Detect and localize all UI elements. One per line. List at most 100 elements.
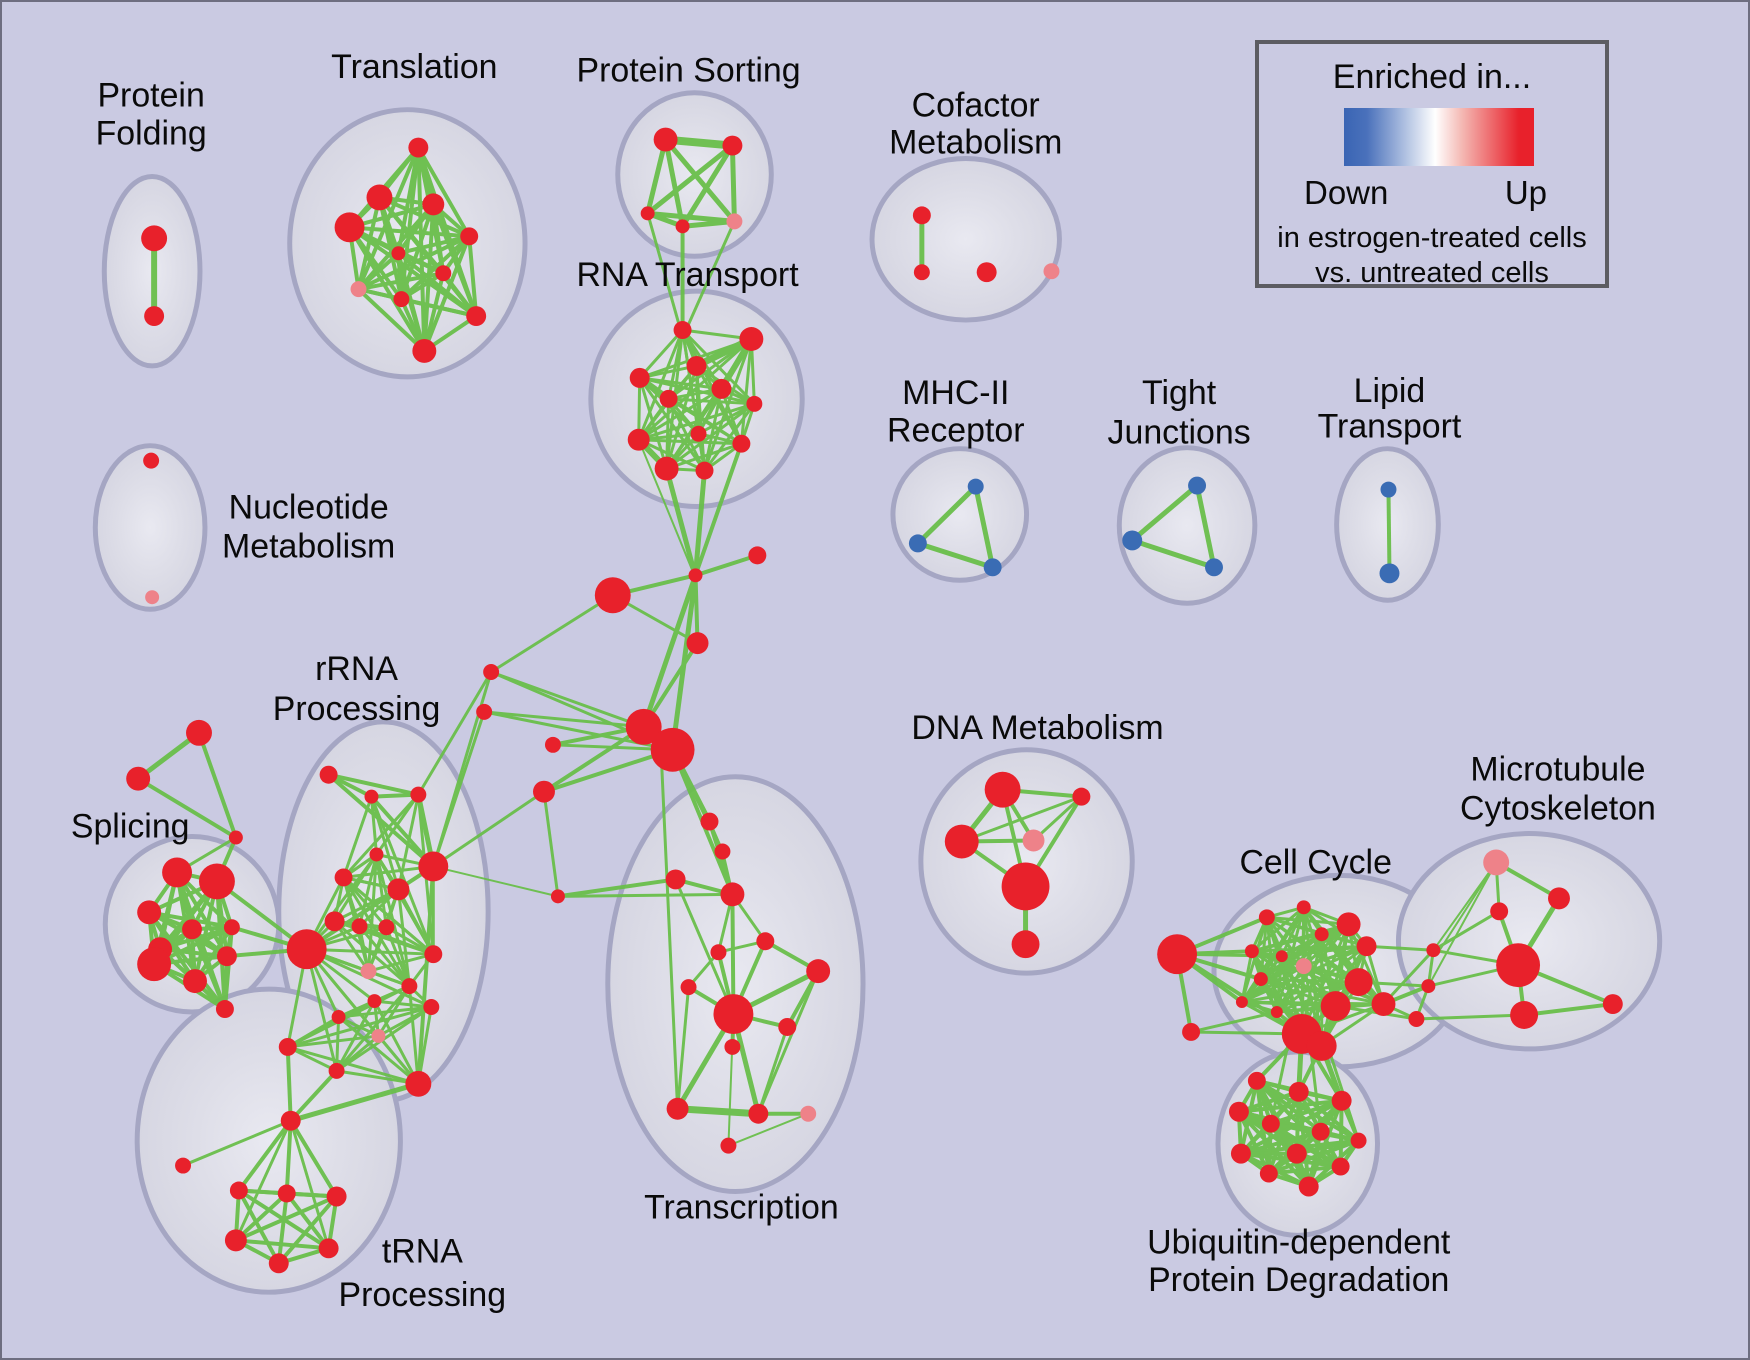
node-splicing — [216, 946, 237, 967]
node-cell-cycle — [1344, 968, 1373, 997]
node-protein-sorting — [726, 213, 743, 230]
node-tight-junctions — [1188, 476, 1207, 495]
node-cell-cycle — [1296, 900, 1311, 915]
node-trna-processing — [326, 1186, 347, 1207]
node-tight-junctions — [1205, 558, 1223, 577]
edge-central-hubs — [541, 724, 646, 794]
cluster-ellipse-transcription — [605, 774, 866, 1194]
node-rrna-processing — [328, 1062, 345, 1079]
node-microtubule-cytoskeleton — [1490, 902, 1509, 921]
label-layer: Protein Folding Translation Protein Sorting… — [71, 48, 1656, 1314]
link-edge — [646, 211, 683, 332]
edge-translation — [416, 145, 472, 239]
node-translation — [466, 306, 487, 327]
edge-transcription — [730, 892, 736, 1017]
node-ubiquitin-degradation — [1228, 1101, 1249, 1122]
cluster-label-transcription: Transcription — [644, 1188, 839, 1226]
node-central-hubs — [550, 889, 565, 904]
cluster-label-tight-junctions: Tight Junctions — [1108, 374, 1251, 452]
legend-caption-line1: in estrogen-treated cells — [1277, 222, 1587, 254]
edge-translation — [467, 234, 479, 319]
edge-trna-processing — [236, 1188, 281, 1266]
node-mhc-ii-receptor — [983, 558, 1002, 577]
node-cell-cycle — [1306, 1030, 1337, 1061]
node-translation — [435, 265, 452, 282]
node-central-hubs — [126, 766, 151, 791]
cluster-label-rrna-processing: rRNA Processing — [273, 650, 441, 728]
edge-protein-sorting — [645, 210, 737, 224]
link-edge — [1382, 948, 1435, 1006]
link-edge — [288, 1068, 339, 1123]
node-protein-folding — [144, 306, 165, 327]
edge-rna-transport — [637, 438, 706, 473]
node-cell-cycle — [1320, 991, 1351, 1021]
legend-up-label: Up — [1504, 174, 1547, 211]
node-rna-transport — [695, 461, 714, 480]
node-ubiquitin-degradation — [1350, 1132, 1367, 1149]
edge-rna-transport — [638, 376, 669, 471]
edge-trna-processing — [233, 1194, 339, 1243]
link-edge — [664, 466, 698, 576]
node-protein-sorting — [675, 219, 690, 234]
node-splicing — [223, 919, 240, 936]
node-central-hubs — [186, 719, 212, 746]
node-protein-sorting — [640, 206, 655, 221]
edge-translation — [347, 225, 472, 239]
node-rrna-processing — [319, 765, 338, 784]
node-rrna-processing — [378, 919, 395, 936]
edge-ubiquitin-degradation — [1266, 1164, 1343, 1176]
edge-trna-processing — [284, 1191, 331, 1251]
edge-rrna-processing — [366, 952, 435, 973]
node-translation — [391, 246, 406, 261]
edge-cell-cycle — [1320, 932, 1385, 1006]
cluster-label-dna-metabolism: DNA Metabolism — [911, 709, 1163, 747]
node-ubiquitin-degradation — [1298, 1176, 1319, 1197]
edge-trna-processing — [234, 1119, 293, 1242]
edge-translation — [396, 234, 472, 256]
node-rrna-processing — [367, 994, 382, 1009]
legend-gradient-bar — [1344, 108, 1534, 166]
node-rna-transport — [627, 428, 650, 451]
edge-rrna-processing — [305, 947, 339, 1073]
edge-trna-processing — [181, 1119, 293, 1168]
node-trna-processing — [277, 1184, 296, 1203]
node-lipid-transport — [1380, 481, 1397, 498]
cluster-label-protein-folding: Protein Folding — [96, 77, 207, 153]
node-translation — [422, 193, 445, 216]
node-ubiquitin-degradation — [1331, 1090, 1352, 1111]
node-transcription — [710, 944, 727, 961]
cluster-label-trna-processing: tRNA Processing — [339, 1232, 507, 1314]
link-edge — [431, 790, 546, 868]
edge-protein-sorting — [680, 143, 735, 229]
edge-central-hubs — [136, 776, 238, 840]
node-rna-transport — [711, 378, 732, 399]
node-protein-sorting — [653, 127, 678, 152]
edge-rrna-processing — [337, 1015, 420, 1086]
node-cell-cycle — [1295, 958, 1312, 975]
node-cofactor-metabolism — [976, 262, 997, 283]
edge-trna-processing — [233, 1238, 331, 1251]
edge-cell-cycle — [1302, 905, 1338, 1008]
edge-trna-processing — [289, 1119, 331, 1250]
cluster-label-rna-transport: RNA Transport — [576, 256, 799, 294]
node-dna-metabolism — [1022, 829, 1045, 852]
edge-ubiquitin-degradation — [1268, 1098, 1344, 1126]
link-edge — [288, 1081, 421, 1124]
link-edge — [1365, 944, 1435, 952]
edge-tight-junctions — [1129, 537, 1217, 570]
node-cell-cycle — [1244, 944, 1259, 959]
edge-rrna-processing — [286, 1045, 420, 1086]
cluster-label-cofactor-metabolism: Cofactor Metabolism — [889, 87, 1062, 162]
node-transcription — [666, 1097, 689, 1120]
node-rrna-processing — [371, 1028, 386, 1043]
node-translation — [408, 137, 429, 158]
edge-cell-cycle — [1280, 944, 1369, 958]
node-ubiquitin-degradation — [1331, 1157, 1350, 1176]
node-nucleotide-metabolism — [143, 452, 160, 469]
edge-central-hubs — [489, 593, 615, 674]
node-central-hubs — [476, 703, 493, 720]
edge-transcription — [674, 877, 735, 1016]
cluster-label-ubiquitin-degradation: Ubiquitin-dependent Protein Degradation — [1147, 1223, 1451, 1299]
node-translation — [334, 212, 365, 243]
